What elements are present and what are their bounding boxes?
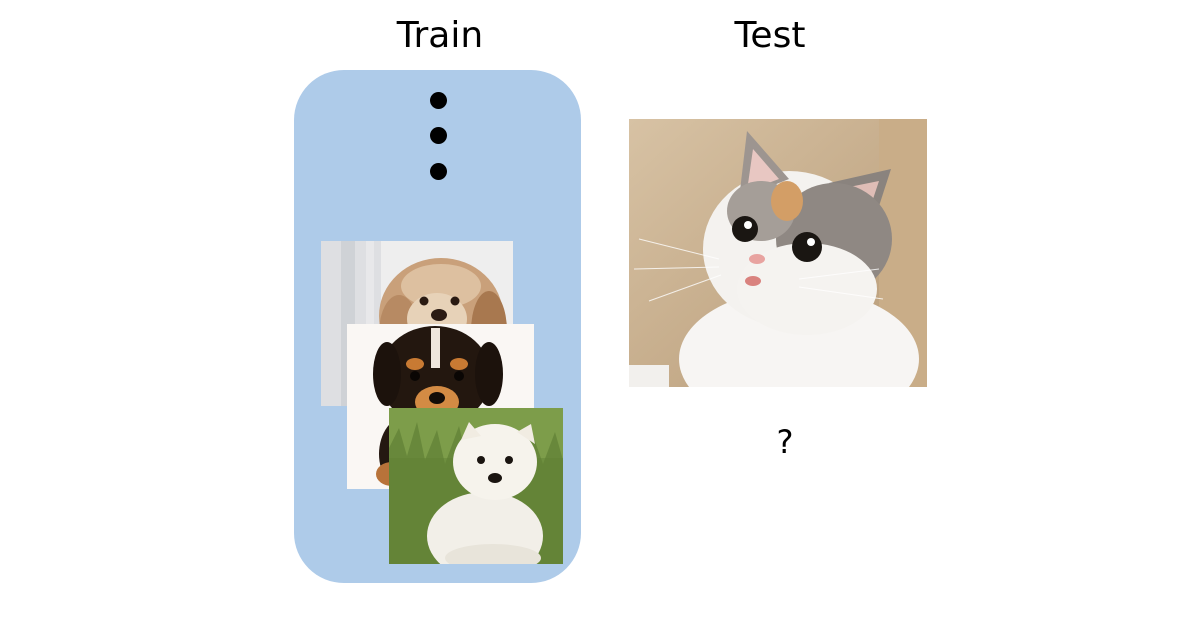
ellipsis-dot bbox=[430, 92, 447, 109]
train-heading: Train bbox=[396, 15, 484, 56]
train-image-puppy-white bbox=[389, 408, 563, 564]
test-prediction-unknown: ? bbox=[776, 423, 794, 461]
train-set-panel bbox=[294, 70, 581, 583]
ellipsis-dot bbox=[430, 163, 447, 180]
ellipsis-dot bbox=[430, 127, 447, 144]
test-image-cat bbox=[629, 119, 927, 387]
test-heading: Test bbox=[734, 15, 806, 56]
